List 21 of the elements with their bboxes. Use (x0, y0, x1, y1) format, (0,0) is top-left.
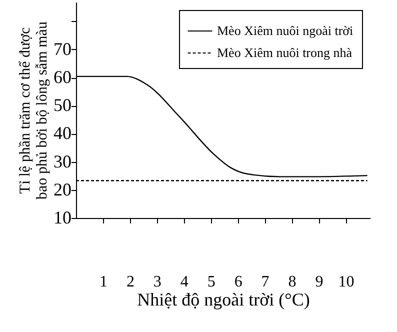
legend-label: Mèo Xiêm nuôi trong nhà (217, 45, 352, 60)
y-tick-label: 60 (54, 67, 72, 88)
y-tick-label: 40 (54, 123, 72, 144)
y-tick-label: 10 (54, 208, 72, 228)
x-tick-label: 1 (99, 274, 108, 290)
x-tick-label: 7 (261, 274, 270, 290)
y-axis-title: Tỉ lệ phần trăm cơ thể được bao phủ bởi bộ lông sẫm màu (18, 21, 50, 200)
x-tick-label: 5 (207, 274, 216, 290)
x-tick-label: 9 (315, 274, 324, 290)
x-axis-title: Nhiệt độ ngoài trời (°C) (137, 290, 310, 310)
y-tick-label: 50 (54, 95, 72, 116)
x-tick-label: 10 (338, 274, 354, 290)
x-tick-label: 4 (180, 274, 188, 290)
x-tick-label: 2 (126, 274, 134, 290)
x-tick-label: 6 (234, 274, 242, 290)
y-tick-label: 20 (54, 179, 72, 200)
legend-label: Mèo Xiêm nuôi ngoài trời (217, 23, 354, 38)
x-tick-label: 8 (288, 274, 296, 290)
y-tick-label: 70 (54, 38, 72, 59)
x-tick-label: 3 (153, 274, 162, 290)
y-tick-label: 30 (54, 151, 72, 172)
